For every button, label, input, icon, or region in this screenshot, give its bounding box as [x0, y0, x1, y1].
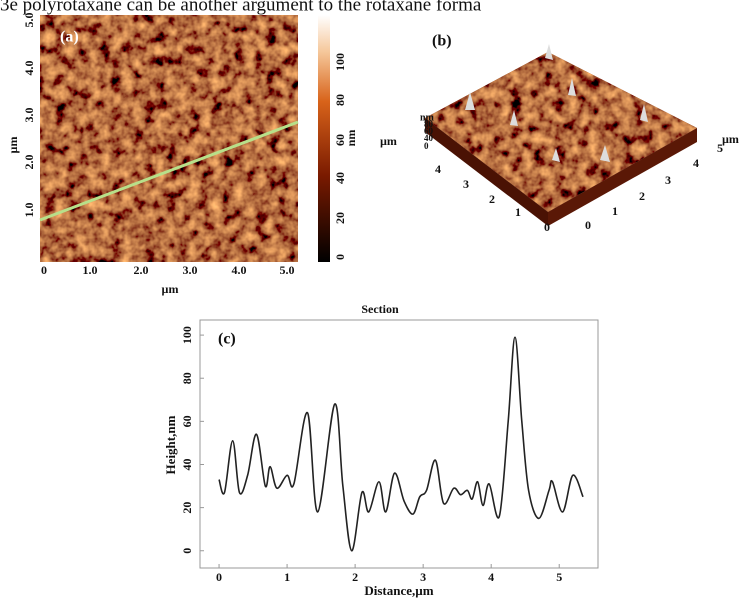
- left-tick-label: 1: [515, 205, 521, 219]
- x-tick-label: 2.0: [134, 263, 149, 277]
- x-tick-label: 3.0: [183, 263, 198, 277]
- y-tick-label: 0: [180, 548, 194, 554]
- left-tick-label: 2: [489, 192, 495, 206]
- section-line: [39, 120, 299, 222]
- y-tick-label: 2.0: [22, 155, 36, 170]
- x-tick-label: 3: [420, 570, 426, 584]
- header-text: 3e polyrotaxane can be another argument …: [0, 0, 482, 15]
- x-axis-label: Distance,µm: [364, 583, 433, 598]
- y-tick-label: 80: [180, 372, 194, 384]
- colorbar-tick-label: 40: [333, 172, 347, 184]
- left-tick-label: 0: [544, 220, 550, 234]
- peaks: [465, 44, 648, 162]
- x-tick-label: 2: [352, 570, 358, 584]
- left-axis-label: µm: [380, 134, 397, 148]
- y-axis-label: Height,nm: [163, 415, 178, 474]
- left-tick-label: 3: [463, 177, 469, 191]
- afm-texture: [40, 15, 298, 262]
- colorbar-tick-label: 0: [333, 254, 347, 260]
- y-tick-label: 3.0: [22, 108, 36, 123]
- z-axis-label: nm: [420, 112, 435, 123]
- y-tick-label: 20: [180, 502, 194, 514]
- surface-side: [425, 118, 548, 226]
- x-tick-label: 4.0: [232, 263, 247, 277]
- colorbar-tick-label: 20: [333, 212, 347, 224]
- y-tick-label: 1.0: [22, 203, 36, 218]
- right-tick-label: 4: [693, 156, 699, 170]
- right-tick-label: 2: [639, 189, 645, 203]
- x-tick-label: 1.0: [83, 263, 98, 277]
- colorbar-tick-label: 100: [333, 53, 347, 71]
- surface-side: [548, 128, 697, 226]
- right-tick-label: 5: [717, 141, 723, 155]
- x-tick-label: 1: [284, 570, 290, 584]
- z-tick-label: 0: [424, 141, 429, 151]
- y-tick-label: 40: [180, 458, 194, 470]
- section-line: [218, 336, 584, 552]
- right-tick-label: 1: [612, 204, 618, 218]
- x-tick-label: 4: [488, 570, 494, 584]
- right-tick-label: 3: [665, 173, 671, 187]
- y-tick-label: 5.0: [22, 13, 36, 28]
- y-axis-label: µm: [6, 137, 20, 154]
- annotation: (c): [218, 331, 236, 348]
- x-tick-label: 5.0: [280, 263, 295, 277]
- x-tick-label: 0: [41, 263, 47, 277]
- right-axis-label: µm: [722, 132, 739, 146]
- right-tick-label: 0: [585, 218, 591, 232]
- z-tick-label: 60: [424, 126, 434, 136]
- left-tick-label: 4: [435, 162, 441, 176]
- y-tick-label: 100: [180, 326, 194, 344]
- panel-label: (b): [432, 33, 452, 50]
- z-tick-label: 40: [424, 133, 434, 143]
- plot-frame: [199, 319, 599, 569]
- y-tick-label: 60: [180, 415, 194, 427]
- panel-label: (a): [60, 29, 79, 46]
- colorbar-label: nm: [344, 130, 358, 147]
- x-tick-label: 5: [556, 570, 562, 584]
- colorbar-tick-label: 80: [333, 94, 347, 106]
- chart-title: Section: [361, 302, 399, 316]
- x-axis-label: µm: [162, 282, 179, 296]
- y-tick-label: 4.0: [22, 61, 36, 76]
- colorbar: [318, 15, 330, 262]
- colorbar-tick-label: 60: [333, 134, 347, 146]
- x-tick-label: 0: [216, 570, 222, 584]
- z-tick-label: 80: [424, 119, 434, 129]
